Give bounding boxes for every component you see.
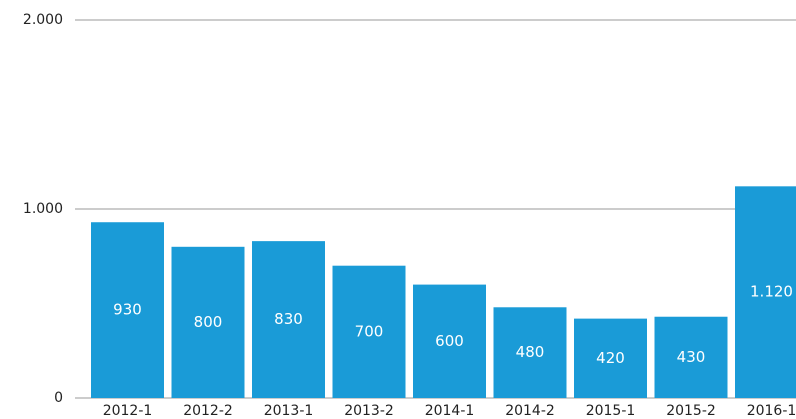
bar: [252, 241, 325, 398]
value-label: 930: [113, 301, 142, 319]
x-tick-label: 2013-1: [264, 403, 314, 419]
x-tick-label: 2013-2: [344, 403, 394, 419]
value-label: 430: [677, 348, 706, 366]
value-label: 700: [355, 322, 384, 340]
bar: [91, 222, 164, 398]
bar: [574, 318, 647, 398]
value-label: 800: [194, 313, 223, 331]
x-tick-label: 2012-1: [103, 403, 153, 419]
bar: [735, 186, 796, 398]
value-label: 1.120: [750, 283, 793, 301]
y-tick-label: 2.000: [23, 12, 63, 28]
value-label: 420: [596, 349, 625, 367]
y-tick-label: 0: [54, 390, 63, 406]
bar: [171, 246, 245, 398]
value-label: 600: [435, 332, 464, 350]
x-tick-label: 2014-1: [425, 403, 475, 419]
x-tick-label: 2015-1: [586, 403, 636, 419]
bar: [654, 316, 728, 398]
value-label: 480: [516, 343, 545, 361]
x-tick-label: 2015-2: [666, 403, 716, 419]
x-tick-label: 2012-2: [183, 403, 233, 419]
x-tick-label: 2014-2: [505, 403, 555, 419]
bar: [413, 284, 486, 398]
bar: [332, 265, 406, 398]
bar: [493, 307, 567, 398]
y-tick-label: 1.000: [23, 201, 63, 217]
value-label: 830: [274, 310, 303, 328]
x-tick-label: 2016-1: [747, 403, 796, 419]
